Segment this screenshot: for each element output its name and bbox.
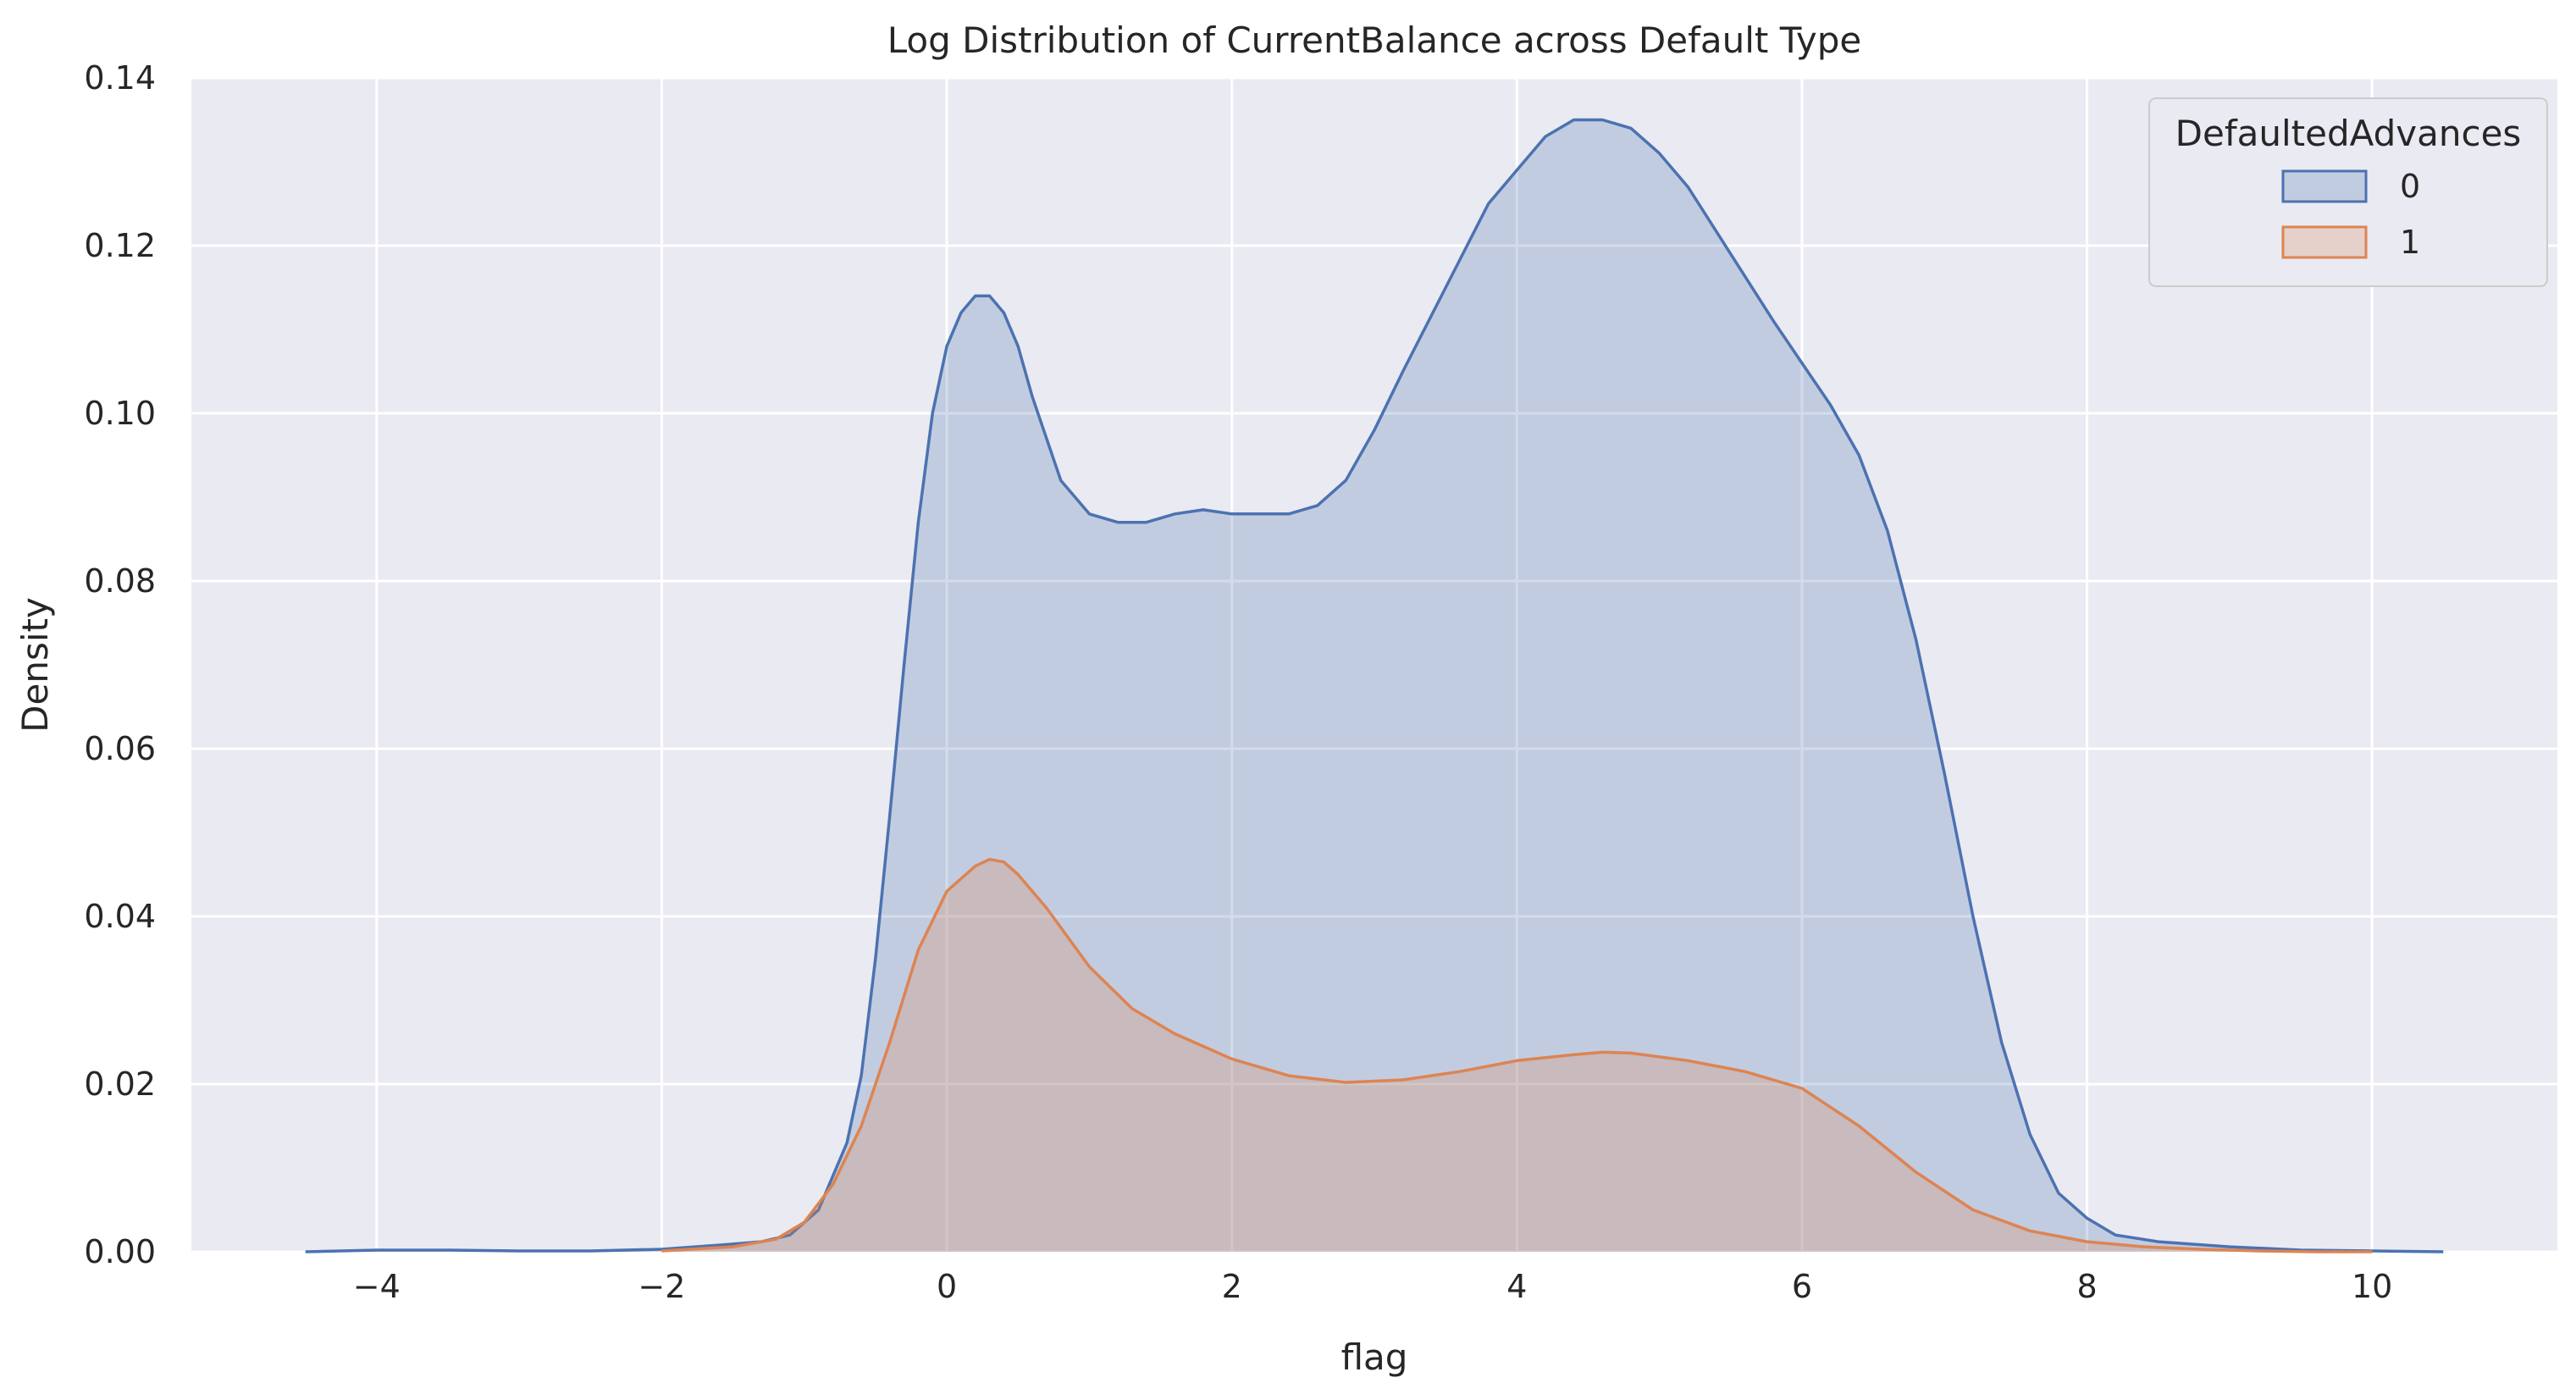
legend-label: 1 xyxy=(2400,224,2420,261)
y-tick-label: 0.02 xyxy=(84,1065,156,1103)
series-0-line xyxy=(305,118,2444,1253)
series-1-line xyxy=(661,857,2373,1253)
x-tick-label: −2 xyxy=(638,1268,685,1305)
legend: DefaultedAdvances 01 xyxy=(2148,97,2548,287)
y-tick-label: 0.06 xyxy=(84,730,156,767)
x-tick-label: 2 xyxy=(1222,1268,1242,1305)
y-tick-label: 0.04 xyxy=(84,898,156,935)
y-tick-label: 0.12 xyxy=(84,227,156,264)
legend-swatch xyxy=(2281,169,2368,203)
x-tick-label: 6 xyxy=(1792,1268,1812,1305)
grid-lines xyxy=(191,76,2557,1253)
y-tick-label: 0.08 xyxy=(84,562,156,600)
x-axis-label: flag xyxy=(1341,1336,1408,1378)
y-tick-label: 0.14 xyxy=(84,59,156,97)
x-tick-label: 4 xyxy=(1506,1268,1527,1305)
x-tick-label: 0 xyxy=(937,1268,957,1305)
x-tick-label: −4 xyxy=(353,1268,401,1305)
y-tick-label: 0.10 xyxy=(84,395,156,432)
legend-frame xyxy=(2148,97,2548,287)
series-1-area xyxy=(661,859,2373,1252)
series-layer xyxy=(305,118,2444,1253)
legend-swatch xyxy=(2281,225,2368,259)
legend-entries: 01 xyxy=(2281,168,2420,261)
tick-labels: −4 −2 0 2 4 6 8 10 0.00 0.02 0.04 0.06 0.08 0.10 0.12 0… xyxy=(84,59,2392,1305)
series-0-area xyxy=(305,119,2444,1252)
chart-title: Log Distribution of CurrentBalance acros… xyxy=(887,19,1861,61)
y-tick-label: 0.00 xyxy=(84,1233,156,1270)
x-tick-label: 8 xyxy=(2076,1268,2097,1305)
y-axis-label: Density xyxy=(14,597,56,733)
x-tick-label: 10 xyxy=(2352,1268,2392,1305)
legend-title: DefaultedAdvances xyxy=(2175,113,2522,154)
legend-label: 0 xyxy=(2400,168,2420,205)
